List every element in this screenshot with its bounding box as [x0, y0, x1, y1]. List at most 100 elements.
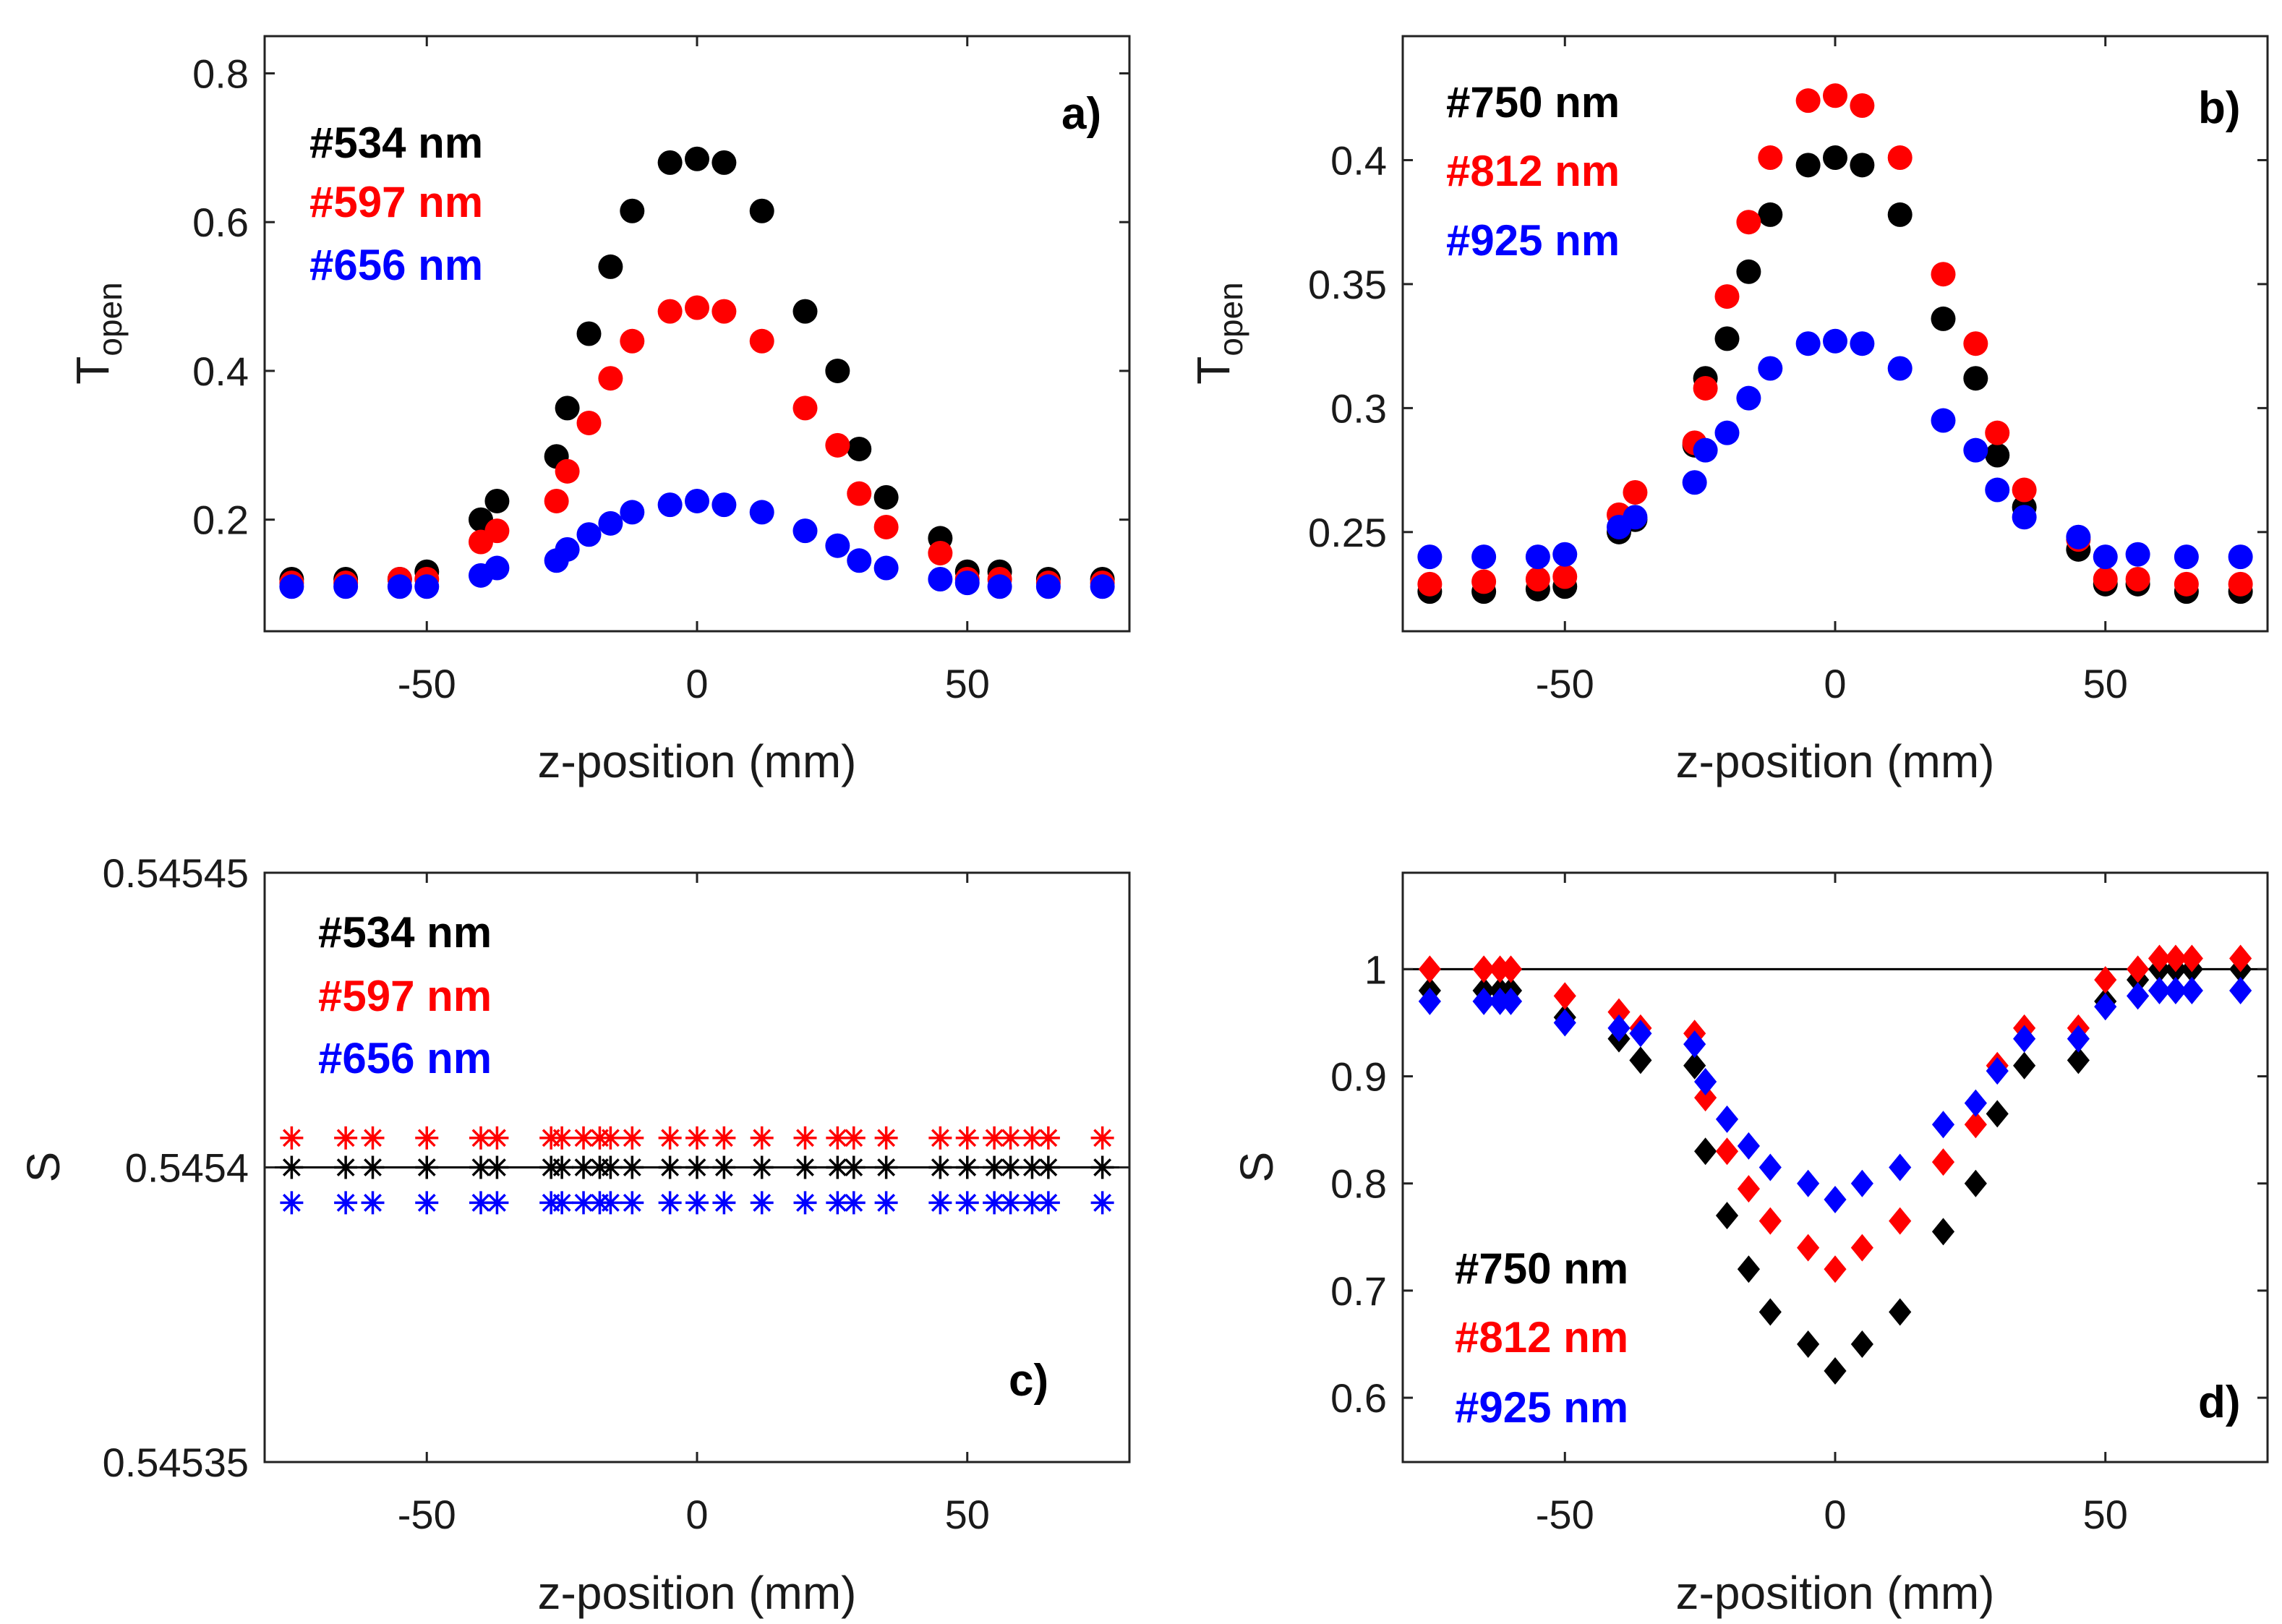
- y-tick-label: 0.35: [1308, 262, 1387, 307]
- legend-entry: #925 nm: [1446, 216, 1620, 265]
- data-point: [750, 1155, 774, 1179]
- data-point: [361, 1155, 385, 1179]
- data-point: [750, 1126, 774, 1150]
- y-tick-label: 0.6: [192, 200, 249, 245]
- data-point: [620, 1191, 644, 1215]
- data-point: [1963, 331, 1988, 356]
- legend-entry: #750 nm: [1455, 1244, 1628, 1293]
- x-tick-label: 0: [1824, 661, 1846, 706]
- data-point: [1737, 1132, 1760, 1160]
- data-point: [1629, 1046, 1652, 1074]
- series-656-nm: [280, 1191, 1114, 1215]
- data-point: [1963, 437, 1988, 463]
- data-point: [999, 1155, 1022, 1179]
- data-point: [2013, 1025, 2036, 1053]
- data-point: [1931, 262, 1956, 287]
- data-point: [2012, 477, 2037, 503]
- legend-entry: #656 nm: [309, 241, 483, 289]
- y-tick-label: 1: [1364, 946, 1387, 992]
- data-point: [599, 1126, 623, 1150]
- data-point: [2093, 566, 2118, 591]
- data-point: [658, 1126, 682, 1150]
- y-tick-label: 0.4: [1330, 137, 1387, 183]
- data-point: [572, 1191, 596, 1215]
- data-point: [1985, 420, 2010, 445]
- legend-entry: #925 nm: [1455, 1383, 1628, 1432]
- data-point: [469, 1191, 492, 1215]
- data-point: [1020, 1126, 1044, 1150]
- data-point: [361, 1191, 385, 1215]
- data-point: [1797, 1169, 1820, 1197]
- data-point: [1418, 955, 1441, 983]
- data-point: [1850, 1169, 1873, 1197]
- data-point: [1795, 153, 1821, 178]
- data-point: [1797, 1234, 1820, 1262]
- data-point: [1623, 479, 1648, 505]
- data-point: [1035, 574, 1061, 599]
- y-tick-label: 0.5454: [125, 1145, 249, 1191]
- data-point: [842, 1126, 866, 1150]
- data-point: [1472, 955, 1495, 983]
- data-point: [1020, 1155, 1044, 1179]
- data-point: [2174, 544, 2199, 570]
- y-tick-label: 0.4: [192, 349, 249, 394]
- data-point: [749, 500, 774, 525]
- data-point: [825, 358, 850, 383]
- data-point: [1693, 375, 1718, 401]
- data-point: [2148, 944, 2171, 973]
- data-point: [2066, 524, 2091, 550]
- data-point: [550, 1191, 574, 1215]
- data-point: [415, 1155, 439, 1179]
- data-point: [749, 328, 774, 354]
- data-point: [999, 1126, 1022, 1150]
- data-point: [1887, 356, 1913, 381]
- data-point: [1823, 328, 1847, 354]
- panel-a: -50 0 50 0.2 0.4 0.6 0.8 z-position (mm) Topen…: [67, 35, 1131, 787]
- data-point: [2094, 993, 2117, 1021]
- data-point: [485, 1155, 509, 1179]
- data-point: [1525, 566, 1550, 591]
- data-point: [544, 488, 569, 513]
- data-point: [1683, 1030, 1706, 1059]
- data-point: [955, 1155, 979, 1179]
- ticks: -50 0 50 0.25 0.3 0.35 0.4: [1308, 36, 2268, 706]
- data-point: [2164, 944, 2187, 973]
- data-point: [657, 492, 683, 518]
- legend-entry: #534 nm: [318, 908, 492, 957]
- data-point: [414, 574, 440, 599]
- data-point: [334, 1191, 358, 1215]
- data-point: [1758, 202, 1783, 227]
- y-tick-label: 0.7: [1330, 1268, 1387, 1314]
- series-812-nm: [1417, 83, 2253, 597]
- data-point: [842, 1191, 866, 1215]
- data-point: [484, 555, 510, 581]
- data-point: [1736, 385, 1761, 411]
- series-750-nm: [1417, 145, 2253, 604]
- data-point: [1736, 210, 1761, 235]
- data-point: [1525, 544, 1550, 570]
- x-tick-label: -50: [1536, 661, 1594, 706]
- y-axis-title-subscript: open: [91, 282, 129, 356]
- data-point: [387, 574, 412, 599]
- data-point: [1737, 1255, 1760, 1283]
- data-point: [792, 299, 818, 324]
- data-point: [572, 1126, 596, 1150]
- data-point: [484, 488, 510, 513]
- panel-label: c): [1009, 1356, 1048, 1406]
- data-point: [1607, 1014, 1631, 1042]
- data-point: [1682, 470, 1707, 495]
- data-point: [873, 484, 899, 510]
- data-point: [749, 198, 774, 223]
- y-tick-label: 0.25: [1308, 510, 1387, 555]
- data-point: [1963, 366, 1988, 391]
- marks: [279, 146, 1115, 599]
- data-point: [1090, 1126, 1114, 1150]
- data-point: [598, 366, 623, 391]
- y-tick-label: 0.54545: [103, 850, 249, 896]
- legend: #750 nm #812 nm #925 nm: [1446, 78, 1620, 265]
- data-point: [1694, 1067, 1717, 1095]
- data-point: [1499, 955, 1523, 983]
- data-point: [874, 1155, 898, 1179]
- data-point: [2094, 966, 2117, 994]
- data-point: [2229, 977, 2252, 1004]
